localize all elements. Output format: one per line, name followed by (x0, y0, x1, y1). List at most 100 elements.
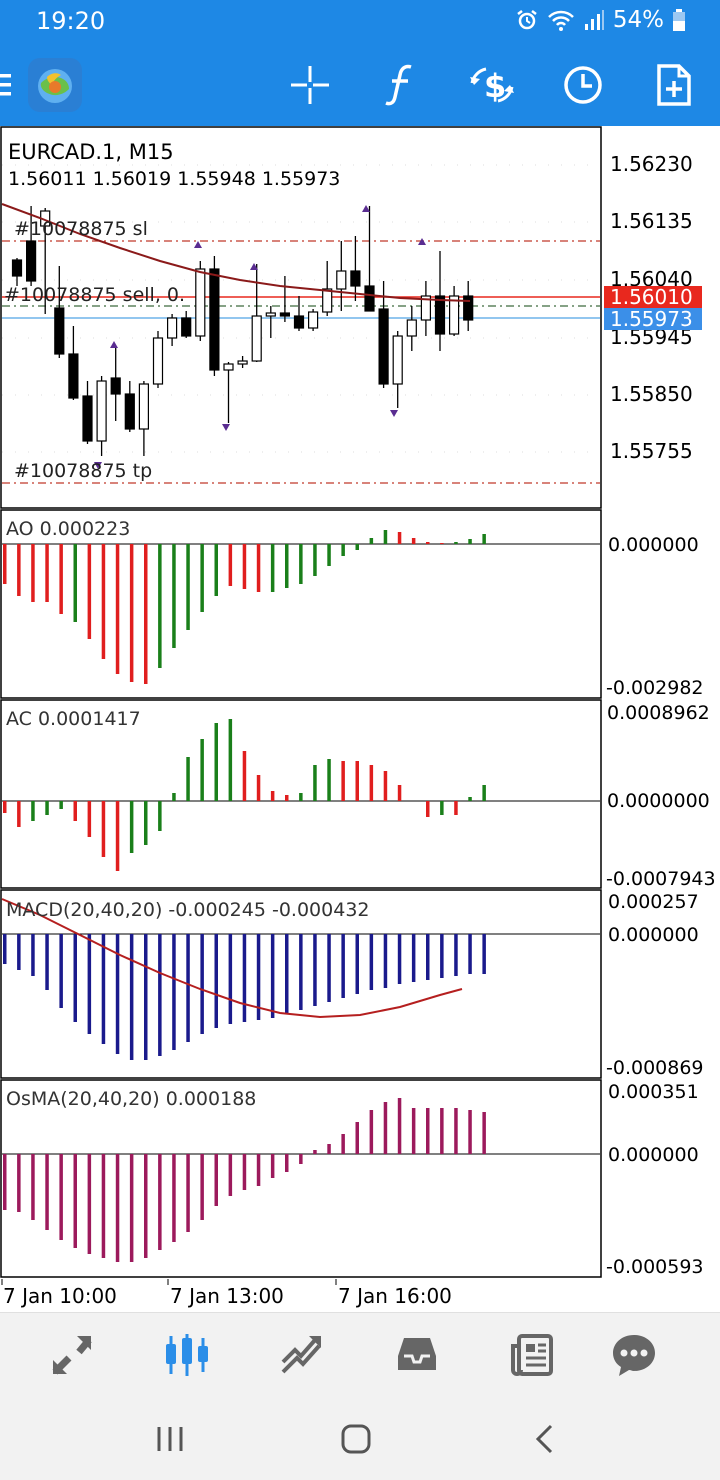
ao-pane[interactable]: AO 0.000223 0.000000 -0.002982 (0, 509, 720, 699)
osma-scale-top: 0.000351 (608, 1081, 699, 1103)
osma-bar (482, 1112, 486, 1154)
macd-bar (256, 934, 261, 1020)
osma-bar (45, 1154, 49, 1230)
menu-button[interactable] (0, 56, 20, 114)
ac-bar (341, 761, 345, 801)
ac-bar (468, 797, 472, 801)
timeframe-button[interactable] (554, 56, 612, 114)
ao-bar (482, 534, 486, 544)
ao-bar (411, 538, 416, 544)
osma-bar (87, 1154, 92, 1254)
macd-bar (115, 934, 120, 1054)
ac-bar (115, 801, 120, 871)
quotes-icon (52, 1336, 92, 1375)
trade-chart-icon (281, 1336, 321, 1374)
trade-button[interactable]: $ (463, 56, 521, 114)
wifi-icon (547, 10, 574, 31)
bid-price-text: 1.56010 (610, 285, 693, 309)
price-tick: 1.56135 (610, 209, 693, 233)
nav-chat[interactable] (602, 1323, 666, 1387)
ac-bar (17, 801, 21, 827)
osma-bar (383, 1102, 388, 1154)
macd-bar (482, 934, 486, 974)
candle-body (54, 307, 65, 355)
time-tick: 7 Jan 16:00 (338, 1284, 452, 1308)
ao-bar (383, 530, 388, 544)
candle-body (378, 308, 389, 385)
ao-bar (45, 544, 49, 602)
time-tick: 7 Jan 10:00 (3, 1284, 117, 1308)
candle-body (293, 315, 305, 329)
osma-bar (144, 1154, 148, 1258)
ao-bar (242, 544, 247, 589)
ao-bar (440, 543, 444, 544)
menu-icon (0, 74, 11, 96)
ao-scale-top: 0.000000 (608, 534, 699, 556)
candle-body (181, 317, 192, 337)
ao-bar (59, 544, 63, 614)
macd-scale-mid: 0.000000 (608, 924, 699, 946)
nav-quotes[interactable] (40, 1323, 104, 1387)
back-button[interactable] (514, 1414, 574, 1464)
candle-body (96, 380, 107, 442)
ao-bar (87, 544, 92, 639)
osma-bar (129, 1154, 134, 1262)
chart-area[interactable]: EURCAD.1, M15 1.56011 1.56019 1.55948 1.… (0, 126, 720, 1312)
ac-pane[interactable]: AC 0.0001417 0.0008962 0.0000000 -0.0007… (0, 699, 720, 889)
candle-body (209, 268, 220, 371)
osma-bar (228, 1154, 233, 1196)
time-tick: 7 Jan 13:00 (170, 1284, 284, 1308)
ao-bar (270, 544, 275, 592)
candle-body (449, 295, 460, 335)
candle-body (138, 383, 149, 430)
macd-bar (228, 934, 233, 1024)
ac-bar (242, 751, 247, 801)
osma-bar (426, 1108, 430, 1154)
ohlc-label: 1.56011 1.56019 1.55948 1.55973 (8, 168, 340, 190)
macd-bar (341, 934, 345, 998)
ac-bar (482, 785, 486, 801)
order-label: #10078875 sell, 0. (4, 284, 185, 306)
recent-apps-button[interactable] (140, 1414, 200, 1464)
ac-bar (73, 801, 77, 821)
ac-bar (87, 801, 92, 837)
sl-label: #10078875 sl (14, 218, 148, 240)
nav-news[interactable] (500, 1323, 564, 1387)
price-pane[interactable]: EURCAD.1, M15 1.56011 1.56019 1.55948 1.… (0, 126, 720, 509)
crosshair-button[interactable] (281, 56, 339, 114)
ac-bar (270, 791, 275, 801)
nav-trade[interactable] (270, 1323, 334, 1387)
ac-bar (397, 785, 402, 801)
new-order-button[interactable] (645, 56, 703, 114)
candle-body (82, 395, 93, 442)
ac-bar (172, 793, 176, 801)
candle-body (195, 268, 206, 337)
fractal-marker (110, 341, 118, 348)
fractal-marker (418, 238, 426, 245)
osma-bar (31, 1154, 35, 1220)
ao-bar (214, 544, 218, 596)
nav-chart[interactable] (155, 1323, 219, 1387)
chat-icon (613, 1335, 655, 1376)
ac-bar (256, 775, 261, 801)
osma-bar (59, 1154, 63, 1240)
home-button[interactable] (326, 1414, 386, 1464)
nav-history[interactable] (385, 1323, 449, 1387)
osma-bar (101, 1154, 106, 1258)
ao-bar (172, 544, 176, 648)
ac-bar (31, 801, 35, 821)
osma-bar (214, 1154, 218, 1206)
macd-bar (327, 934, 331, 1002)
ac-bar (214, 723, 218, 801)
osma-pane[interactable]: OsMA(20,40,20) 0.000188 0.000351 0.00000… (0, 1079, 720, 1279)
macd-scale-bottom: -0.000869 (606, 1057, 704, 1079)
ao-bar (468, 539, 472, 544)
indicators-button[interactable] (372, 56, 430, 114)
macd-bar (440, 934, 444, 978)
macd-bar (355, 934, 359, 994)
macd-bar (87, 934, 92, 1034)
macd-pane[interactable]: MACD(20,40,20) -0.000245 -0.000432 0.000… (0, 889, 720, 1079)
ac-bar (454, 801, 458, 815)
ac-bar (101, 801, 106, 857)
app-logo-button[interactable] (26, 56, 84, 114)
